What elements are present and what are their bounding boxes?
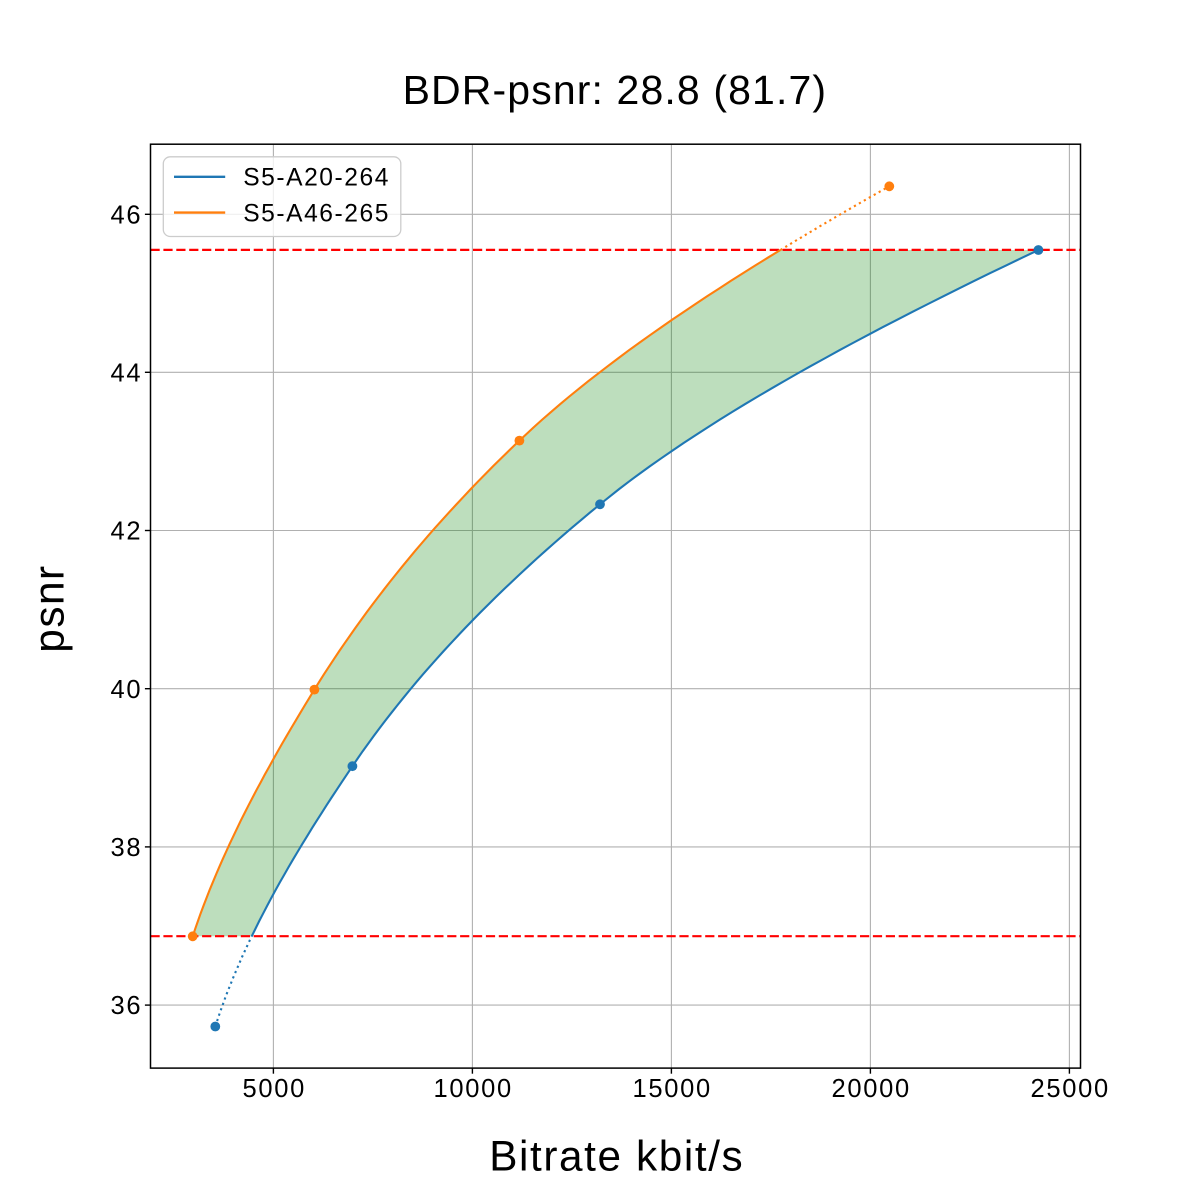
svg-text:S5-A46-265: S5-A46-265: [243, 201, 390, 228]
svg-text:38: 38: [111, 834, 143, 862]
svg-text:20000: 20000: [832, 1075, 911, 1103]
svg-text:42: 42: [111, 518, 143, 546]
svg-text:15000: 15000: [633, 1075, 712, 1103]
svg-text:S5-A20-264: S5-A20-264: [243, 164, 390, 191]
svg-text:10000: 10000: [434, 1075, 513, 1103]
svg-text:44: 44: [111, 359, 143, 387]
svg-text:25000: 25000: [1031, 1075, 1110, 1103]
svg-text:psnr: psnr: [26, 564, 73, 652]
svg-text:36: 36: [111, 992, 143, 1020]
svg-text:40: 40: [111, 676, 143, 704]
svg-text:BDR-psnr: 28.8 (81.7): BDR-psnr: 28.8 (81.7): [403, 67, 828, 113]
svg-text:46: 46: [111, 201, 143, 229]
svg-text:5000: 5000: [242, 1075, 306, 1103]
svg-text:Bitrate kbit/s: Bitrate kbit/s: [489, 1133, 744, 1180]
